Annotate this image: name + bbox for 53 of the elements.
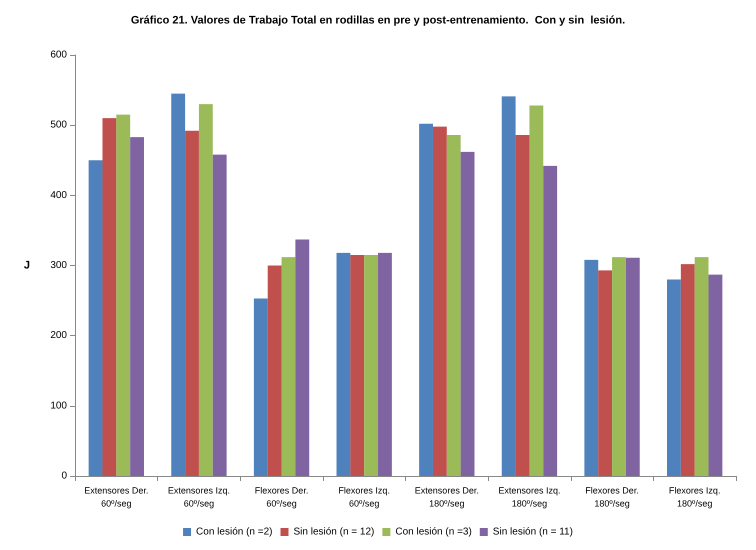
bar xyxy=(708,274,722,476)
bar xyxy=(350,254,364,476)
legend-label: Con lesión (n =2) xyxy=(196,526,272,538)
bar xyxy=(185,130,199,476)
x-tick-label: Flexores Izq. 180º/seg xyxy=(668,486,720,508)
chart-title: Gráfico 21. Valores de Trabajo Total en rodillas en pre y post-entrenamiento. Con y sin lesión. xyxy=(130,14,626,26)
bar xyxy=(102,118,116,476)
bar xyxy=(529,106,544,476)
bar xyxy=(171,94,186,476)
x-tick-label: Extensores Der. 60º/seg xyxy=(84,486,148,508)
bar xyxy=(626,258,640,476)
bar xyxy=(254,298,268,476)
y-tick-label: 400 xyxy=(50,190,68,201)
bar xyxy=(364,254,378,476)
bar xyxy=(88,160,102,476)
y-tick-label: 200 xyxy=(50,330,68,342)
bar xyxy=(584,260,598,476)
bar xyxy=(378,252,392,476)
x-tick-label: Flexores Der. 180º/seg xyxy=(585,486,639,508)
bar xyxy=(516,134,530,476)
bar xyxy=(198,104,213,476)
x-tick-label: Extensores Izq. 180º/seg xyxy=(498,486,560,508)
legend-label: Sin lesión (n = 12) xyxy=(293,526,374,538)
x-tick-label: Flexores Izq. 60º/seg xyxy=(338,486,390,508)
x-tick-label: Extensores Der. 180º/seg xyxy=(414,486,479,508)
bar xyxy=(295,240,310,476)
bar xyxy=(432,126,447,476)
bar xyxy=(694,257,709,476)
y-tick-label: 500 xyxy=(50,120,68,131)
y-tick-label: 300 xyxy=(50,260,68,271)
bar xyxy=(130,137,144,476)
bar xyxy=(116,114,130,476)
bar xyxy=(543,166,558,476)
x-tick-label: Extensores Izq. 60º/seg xyxy=(168,486,230,508)
bar xyxy=(460,152,474,476)
bar xyxy=(446,134,461,476)
bar xyxy=(268,266,282,476)
bar xyxy=(282,257,296,476)
bar xyxy=(502,96,516,476)
bar xyxy=(598,270,612,476)
bar xyxy=(612,257,626,476)
legend-label: Con lesión (n =3) xyxy=(395,526,472,538)
x-tick-label: Flexores Der. 60º/seg xyxy=(254,486,308,508)
bar xyxy=(212,154,227,476)
bar xyxy=(667,280,681,476)
y-tick-label: 100 xyxy=(50,400,68,412)
legend-label: Sin lesión (n = 11) xyxy=(492,526,573,538)
bar xyxy=(419,124,433,476)
y-axis-title: J xyxy=(24,260,30,272)
y-tick-label: 0 xyxy=(61,470,68,482)
bar xyxy=(680,264,695,476)
bar xyxy=(336,252,350,476)
y-tick-label: 600 xyxy=(50,50,68,60)
